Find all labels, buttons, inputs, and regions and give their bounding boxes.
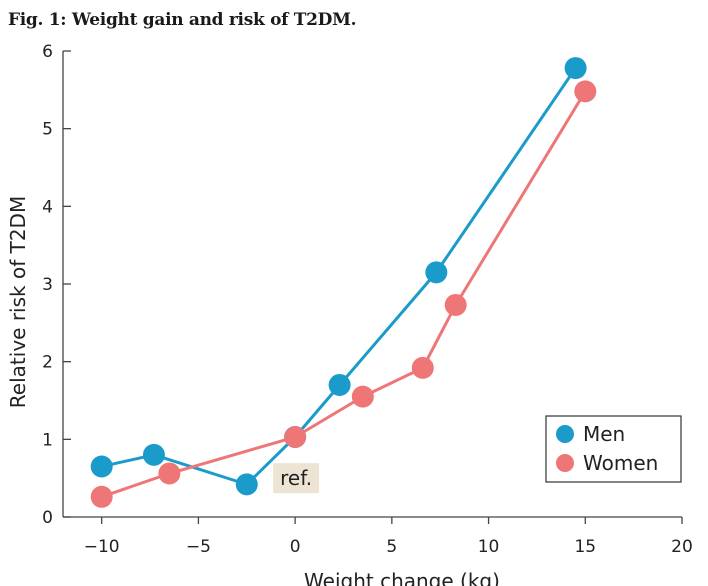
series-line-women — [101, 90, 587, 499]
data-point-women — [574, 80, 597, 103]
data-point-women — [444, 293, 467, 316]
y-axis-title: Relative risk of T2DM — [6, 196, 30, 408]
y-tick-label: 2 — [42, 353, 53, 373]
data-point-women — [158, 462, 181, 485]
ref-label-background — [273, 463, 320, 494]
x-axis-title: Weight change (kg) — [304, 569, 500, 586]
data-point-men — [90, 455, 113, 478]
y-tick-label: 4 — [42, 197, 53, 217]
x-tick-label: 10 — [478, 537, 500, 557]
series-line-men — [101, 67, 577, 486]
x-tick-label: −10 — [84, 537, 120, 557]
chart-axes: −10 −5 0 5 10 15 20 0 1 2 3 4 5 6 Weight change (kg) Re… — [6, 42, 693, 586]
x-tick-label: 20 — [671, 537, 693, 557]
y-tick-label: 3 — [42, 275, 53, 295]
figure-title: Fig. 1: Weight gain and risk of T2DM. — [8, 10, 357, 30]
x-tick-label: −5 — [186, 537, 211, 557]
data-point-women — [411, 356, 434, 379]
data-point-men — [425, 261, 448, 284]
legend-marker-women — [556, 454, 574, 472]
data-point-women — [284, 426, 307, 449]
x-tick-label: 15 — [574, 537, 596, 557]
data-point-men — [564, 57, 587, 80]
chart-legend: Men Women — [545, 415, 682, 483]
data-point-men — [142, 443, 165, 466]
y-tick-label: 5 — [42, 120, 53, 140]
x-tick-label: 5 — [386, 537, 397, 557]
y-tick-label: 1 — [42, 430, 53, 450]
chart-annotations: ref. — [273, 463, 320, 494]
x-tick-label: 0 — [290, 537, 301, 557]
chart-series — [90, 57, 597, 508]
data-point-men — [328, 373, 351, 396]
legend-label-men: Men — [583, 422, 625, 446]
legend-marker-men — [556, 425, 574, 443]
y-tick-label: 6 — [42, 42, 53, 62]
data-point-women — [351, 385, 374, 408]
data-point-men — [235, 473, 258, 496]
y-tick-label: 0 — [42, 508, 53, 528]
data-point-women — [90, 485, 113, 508]
legend-label-women: Women — [583, 451, 658, 475]
ref-label: ref. — [280, 466, 312, 490]
